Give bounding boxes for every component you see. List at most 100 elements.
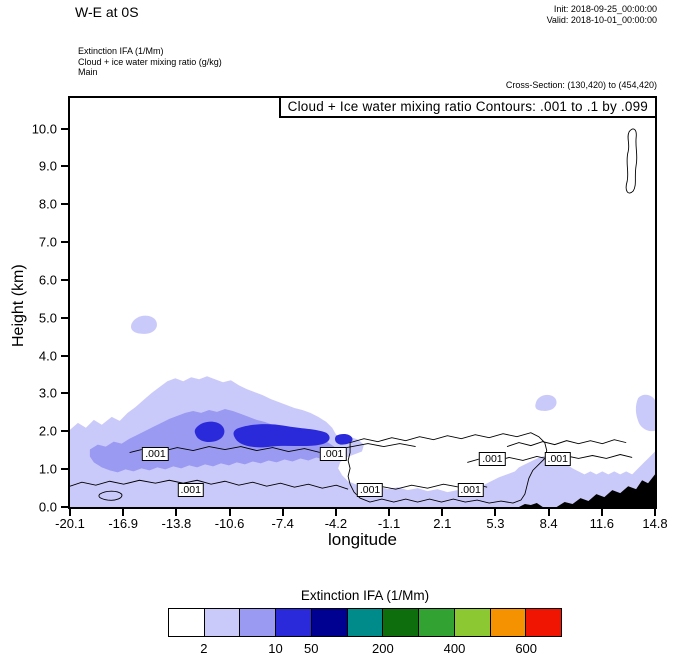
colorbar-cell — [239, 608, 277, 637]
x-tick-mark — [654, 509, 656, 516]
contour-line-mid-west — [129, 443, 416, 453]
y-tick-mark — [61, 392, 68, 395]
colorbar-labels: 2 10 50 200 400 600 — [168, 641, 562, 657]
x-tick-mark — [334, 509, 337, 516]
x-tick-mark — [175, 509, 178, 516]
colorbar-title: Extinction IFA (1/Mm) — [300, 588, 430, 603]
y-tick-mark — [61, 468, 68, 471]
cloud-fill-light-blob-right-edge — [635, 394, 655, 432]
x-tick-label: -20.1 — [55, 516, 85, 531]
y-axis-label: Height (km) — [10, 264, 27, 347]
plot-area: Cloud + Ice water mixing ratio Contours:… — [32, 96, 668, 531]
colorbar-cell — [346, 608, 384, 637]
x-tick-mark — [600, 509, 603, 516]
init-time: Init: 2018-09-25_00:00:00 — [553, 4, 657, 14]
y-tick-label: 7.0 — [38, 234, 57, 250]
cloud-fill-light-blob-east — [535, 394, 557, 411]
cloud-fill-light-main — [70, 376, 655, 507]
colorbar-tick-label: 10 — [268, 641, 283, 656]
y-tick-mark — [61, 278, 68, 281]
y-tick-mark — [61, 241, 68, 244]
y-tick-label: 8.0 — [38, 196, 57, 212]
y-tick-label: 6.0 — [38, 272, 57, 288]
x-tick-mark — [547, 509, 550, 516]
x-tick-label: 14.8 — [642, 516, 668, 531]
contour-value-label: .001 — [177, 482, 204, 497]
y-tick-label: 3.0 — [38, 385, 57, 401]
colorbar-cell — [489, 608, 527, 637]
field-annotations: Extinction IFA (1/Mm) Cloud + ice water … — [78, 46, 222, 78]
y-tick-label: 2.0 — [38, 423, 57, 439]
cloud-fill-light-blob-5km — [130, 315, 157, 334]
y-tick-label: 5.0 — [38, 310, 57, 326]
cloud-fill-dark-core-c — [335, 433, 353, 445]
x-tick-label: 11.6 — [589, 516, 614, 531]
field-domain-label: Main — [78, 67, 98, 77]
contour-title-box: Cloud + Ice water mixing ratio Contours:… — [278, 96, 657, 118]
y-tick-mark — [61, 430, 68, 433]
x-tick-label: -16.9 — [108, 516, 138, 531]
y-tick-mark — [61, 316, 68, 319]
valid-time: Valid: 2018-10-01_00:00:00 — [546, 15, 657, 25]
page-title: W-E at 0S — [75, 4, 139, 20]
y-tick-label: 0.0 — [38, 499, 57, 515]
colorbar-cell — [453, 608, 491, 637]
contour-value-label: .001 — [142, 446, 169, 461]
x-axis-label: longitude — [327, 530, 397, 549]
cloud-fill-dark-core-b — [233, 424, 330, 448]
x-tick-mark — [122, 509, 125, 516]
contour-value-label: .001 — [457, 482, 484, 497]
y-tick-label: 1.0 — [38, 461, 57, 477]
cloud-fill-dark-core-a — [194, 421, 225, 443]
colorbar-cell — [525, 608, 563, 637]
x-tick-mark — [281, 509, 284, 516]
colorbar-tick-label: 200 — [372, 641, 394, 656]
colorbar-cell — [418, 608, 455, 637]
y-tick-mark — [61, 127, 68, 130]
y-tick-label: 9.0 — [38, 158, 57, 174]
x-tick-label: 5.3 — [486, 516, 505, 531]
terrain-fill — [518, 474, 655, 507]
x-tick-label: -7.4 — [271, 516, 294, 531]
x-tick-mark — [441, 509, 444, 516]
run-info: Init: 2018-09-25_00:00:00 Valid: 2018-10… — [547, 4, 657, 26]
field-cloud-ice-label: Cloud + ice water mixing ratio (g/kg) — [78, 56, 222, 67]
colorbar-cell — [310, 608, 348, 637]
x-tick-label: -4.2 — [324, 516, 348, 531]
y-tick-label: 10.0 — [31, 121, 57, 137]
colorbar-cell — [168, 608, 205, 637]
y-tick-mark — [61, 354, 68, 357]
colorbar-tick-label: 50 — [304, 641, 319, 656]
y-tick-label: 4.0 — [38, 348, 57, 364]
contour-value-label: .001 — [544, 452, 571, 467]
colorbar-tick-label: 2 — [200, 641, 208, 656]
x-tick-label: -13.8 — [161, 516, 192, 531]
colorbar-cell — [275, 608, 312, 637]
x-tick-mark — [388, 509, 391, 516]
contour-plot-canvas — [70, 128, 655, 507]
x-tick-label: 2.1 — [433, 516, 452, 531]
cross-section-info: Cross-Section: (130,420) to (454,420) — [505, 80, 657, 90]
contour-line-far-east-upper — [506, 439, 627, 448]
contour-line-small-closed-west — [98, 490, 123, 501]
x-tick-label: -1.1 — [377, 516, 401, 531]
contour-value-label: .001 — [479, 452, 506, 467]
contour-value-label: .001 — [319, 446, 347, 461]
cloud-outline-upper-right — [625, 128, 638, 194]
contour-line-low-west — [70, 479, 349, 490]
y-tick-mark — [61, 506, 68, 508]
colorbar-cell — [382, 608, 420, 637]
x-tick-mark — [228, 509, 231, 516]
x-tick-label: -10.6 — [214, 516, 245, 531]
field-extinction-label: Extinction IFA (1/Mm) — [78, 46, 164, 56]
x-tick-label: 8.4 — [539, 516, 558, 531]
colorbar-tick-label: 400 — [443, 641, 466, 656]
colorbar-cell — [203, 608, 241, 637]
x-tick-mark — [494, 509, 497, 516]
contour-line-east-loop — [347, 432, 548, 504]
colorbar — [168, 608, 563, 637]
x-tick-mark — [69, 509, 71, 516]
contour-value-label: .001 — [356, 482, 384, 497]
colorbar-tick-label: 600 — [515, 641, 538, 656]
